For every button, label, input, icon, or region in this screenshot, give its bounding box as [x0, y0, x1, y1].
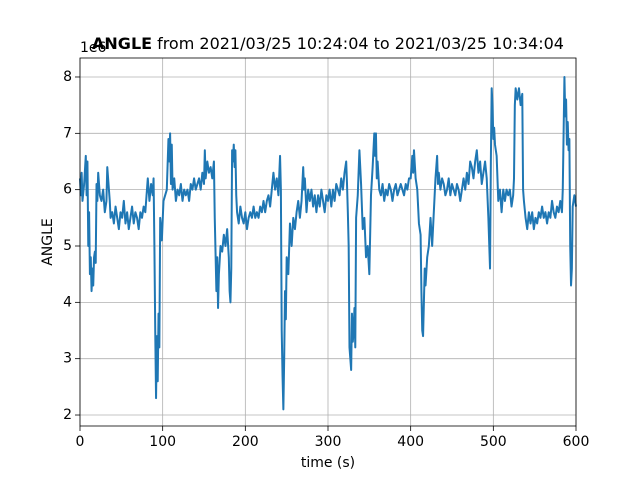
- chart-title: ANGLE from 2021/03/25 10:24:04 to 2021/03…: [92, 34, 564, 53]
- y-offset-label: 1e6: [80, 40, 107, 56]
- y-tick-label: 6: [63, 182, 72, 198]
- x-tick-label: 600: [563, 434, 590, 450]
- y-tick-label: 8: [63, 69, 72, 85]
- y-axis-label: ANGLE: [40, 218, 56, 266]
- x-tick-label: 500: [480, 434, 507, 450]
- title-bold: ANGLE: [92, 34, 152, 53]
- ticks: 0 100 200 300 400 500 600 2 3 4 5 6 7 8: [63, 69, 589, 450]
- grid: [79, 58, 577, 426]
- y-tick-label: 4: [63, 294, 72, 310]
- y-tick-label: 3: [63, 351, 72, 367]
- data-line: [79, 75, 577, 411]
- plot-area: [79, 75, 577, 411]
- x-tick-label: 300: [315, 434, 342, 450]
- y-tick-label: 7: [63, 125, 72, 141]
- x-tick-label: 100: [149, 434, 176, 450]
- x-tick-label: 0: [76, 434, 85, 450]
- title-rest: from 2021/03/25 10:24:04 to 2021/03/25 1…: [157, 34, 564, 53]
- x-axis-label: time (s): [301, 455, 355, 471]
- y-tick-label: 2: [63, 407, 72, 423]
- x-tick-label: 200: [232, 434, 259, 450]
- x-tick-label: 400: [397, 434, 424, 450]
- y-tick-label: 5: [63, 238, 72, 254]
